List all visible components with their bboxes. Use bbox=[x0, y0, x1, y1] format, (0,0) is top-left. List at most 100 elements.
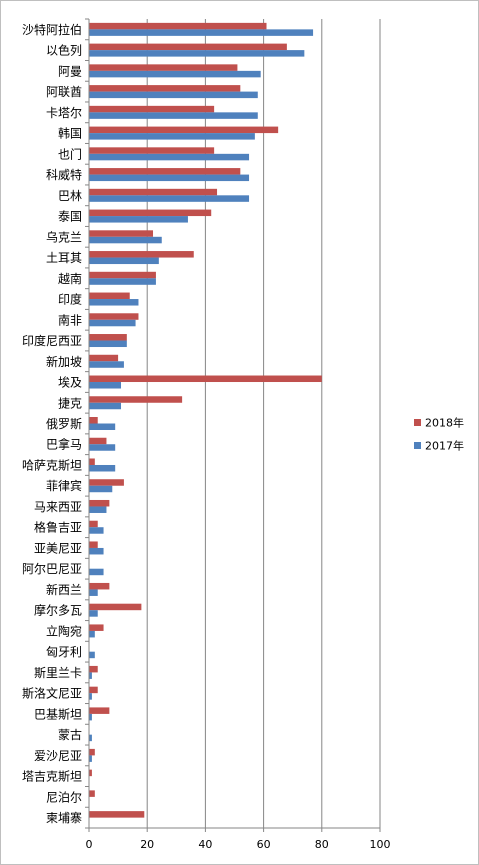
category-label: 新加坡 bbox=[46, 354, 82, 369]
bar-2018-沙特阿拉伯 bbox=[89, 22, 267, 30]
category-label: 科威特 bbox=[46, 167, 82, 182]
bar-2017-南非 bbox=[89, 319, 136, 327]
category-label: 巴林 bbox=[58, 189, 82, 203]
bar-2017-俄罗斯 bbox=[89, 423, 116, 430]
bar-2017-沙特阿拉伯 bbox=[89, 29, 314, 36]
category-label: 印度 bbox=[58, 292, 82, 307]
bar-2018-巴基斯坦 bbox=[89, 707, 110, 714]
bar-2017-阿联酋 bbox=[89, 91, 258, 99]
bar-2018-尼泊尔 bbox=[89, 790, 95, 797]
bar-2017-新加坡 bbox=[89, 361, 124, 368]
legend-swatch-2017年 bbox=[414, 442, 421, 449]
category-label: 格鲁吉亚 bbox=[34, 520, 82, 535]
bar-2017-巴基斯坦 bbox=[89, 713, 92, 721]
category-label: 以色列 bbox=[46, 44, 82, 58]
category-label: 巴基斯坦 bbox=[34, 707, 82, 721]
bar-2018-立陶宛 bbox=[89, 624, 104, 631]
bar-2017-新西兰 bbox=[89, 589, 98, 596]
bar-2017-越南 bbox=[89, 278, 156, 285]
category-label: 阿联酋 bbox=[46, 84, 82, 99]
category-label: 斯里兰卡 bbox=[34, 666, 82, 680]
bar-2018-俄罗斯 bbox=[89, 417, 98, 424]
category-labels: 沙特阿拉伯以色列阿曼阿联酋卡塔尔韩国也门科威特巴林泰国乌克兰土耳其越南印度南非印… bbox=[22, 22, 82, 825]
bar-2018-巴林 bbox=[89, 188, 218, 196]
bar-2017-印度尼西亚 bbox=[89, 340, 127, 348]
bar-2017-马来西亚 bbox=[89, 506, 107, 513]
bar-2018-爱沙尼亚 bbox=[89, 748, 95, 756]
bar-2018-阿曼 bbox=[89, 64, 238, 71]
bar-2017-匈牙利 bbox=[89, 651, 95, 659]
legend-label: 2017年 bbox=[425, 439, 464, 453]
category-label: 印度尼西亚 bbox=[22, 333, 82, 348]
x-tick-label: 40 bbox=[198, 838, 212, 851]
bar-2017-印度 bbox=[89, 299, 139, 306]
category-label: 尼泊尔 bbox=[46, 789, 82, 804]
bar-2018-印度尼西亚 bbox=[89, 334, 127, 341]
category-label: 南非 bbox=[58, 312, 82, 327]
category-label: 沙特阿拉伯 bbox=[22, 22, 82, 37]
x-tick-label: 20 bbox=[140, 838, 154, 851]
bar-2017-爱沙尼亚 bbox=[89, 755, 92, 762]
legend-label: 2018年 bbox=[425, 416, 464, 430]
bar-2018-南非 bbox=[89, 313, 139, 320]
bar-2017-泰国 bbox=[89, 216, 188, 223]
category-label: 埃及 bbox=[58, 376, 82, 390]
category-label: 塔吉克斯坦 bbox=[22, 770, 82, 784]
bar-2017-亚美尼亚 bbox=[89, 547, 104, 555]
bar-2017-格鲁吉亚 bbox=[89, 527, 104, 534]
category-label: 菲律宾 bbox=[46, 478, 82, 493]
bar-2018-斯里兰卡 bbox=[89, 665, 98, 673]
category-label: 摩尔多瓦 bbox=[34, 603, 82, 618]
bar-2017-卡塔尔 bbox=[89, 112, 258, 119]
bar-2018-韩国 bbox=[89, 126, 279, 134]
category-label: 新西兰 bbox=[46, 582, 82, 597]
category-label: 巴拿马 bbox=[46, 437, 82, 452]
bar-2017-捷克 bbox=[89, 402, 122, 410]
x-tick-label: 60 bbox=[257, 838, 271, 851]
bar-2017-巴拿马 bbox=[89, 444, 116, 451]
bar-2018-科威特 bbox=[89, 168, 241, 175]
x-tick-label: 100 bbox=[370, 838, 391, 851]
bar-2018-卡塔尔 bbox=[89, 105, 215, 113]
bar-2017-哈萨克斯坦 bbox=[89, 464, 116, 472]
category-label: 俄罗斯 bbox=[46, 417, 82, 431]
bar-2018-土耳其 bbox=[89, 251, 194, 258]
bar-2018-泰国 bbox=[89, 209, 212, 217]
bar-2018-柬埔寨 bbox=[89, 811, 145, 818]
bar-2017-韩国 bbox=[89, 133, 255, 140]
bar-2017-阿尔巴尼亚 bbox=[89, 568, 104, 576]
bar-2018-阿联酋 bbox=[89, 85, 241, 92]
category-label: 捷克 bbox=[58, 396, 82, 410]
category-label: 韩国 bbox=[58, 126, 82, 141]
x-tick-labels: 0 20 40 60 80 100 bbox=[86, 838, 391, 851]
bars bbox=[89, 22, 322, 818]
x-tick-label: 80 bbox=[315, 838, 329, 851]
category-label: 匈牙利 bbox=[46, 645, 82, 659]
bar-2018-越南 bbox=[89, 271, 156, 279]
bar-2017-菲律宾 bbox=[89, 485, 113, 493]
bar-2018-菲律宾 bbox=[89, 479, 124, 486]
bar-2018-马来西亚 bbox=[89, 499, 110, 507]
bar-2018-斯洛文尼亚 bbox=[89, 686, 98, 694]
category-label: 土耳其 bbox=[46, 251, 82, 265]
bar-2017-斯里兰卡 bbox=[89, 672, 92, 679]
bar-2017-阿曼 bbox=[89, 70, 261, 78]
bar-2017-立陶宛 bbox=[89, 630, 95, 638]
bar-2018-巴拿马 bbox=[89, 437, 107, 445]
category-label: 阿曼 bbox=[58, 64, 82, 78]
bar-2017-也门 bbox=[89, 153, 250, 161]
bar-2018-摩尔多瓦 bbox=[89, 603, 142, 611]
bar-2017-斯洛文尼亚 bbox=[89, 693, 92, 700]
bar-2018-埃及 bbox=[89, 375, 322, 383]
bar-2018-以色列 bbox=[89, 43, 287, 51]
category-label: 越南 bbox=[58, 271, 82, 286]
bar-2018-新加坡 bbox=[89, 354, 119, 362]
axes bbox=[85, 18, 381, 832]
x-tick-label: 0 bbox=[86, 838, 93, 851]
legend: 2018年 2017年 bbox=[414, 416, 464, 453]
category-label: 亚美尼亚 bbox=[34, 541, 82, 555]
bar-2017-巴林 bbox=[89, 195, 250, 202]
